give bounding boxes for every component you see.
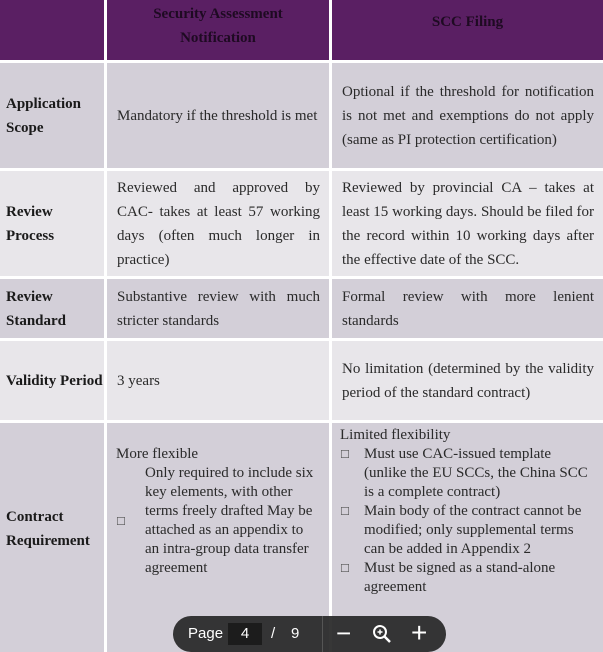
cell-text: Formal review with more lenient standard… [332,279,603,338]
row-label: Review Process [0,171,104,276]
cell-intro: Limited flexibility [340,427,451,443]
cell-text: More flexible ☐ Only required to include… [107,423,329,652]
checkbox-bullet-icon: ☐ [116,514,126,528]
row-label: Validity Period [0,341,104,420]
cell-text: Substantive review with much stricter st… [117,288,320,329]
page-number-input[interactable]: 4 [228,623,262,645]
header-scc-filing: SCC Filing [332,0,603,60]
checkbox-bullet-icon: ☐ [340,562,350,575]
cell-text: No limitation (determined by the validit… [332,341,603,420]
cell-text: Limited flexibility ☐ Must use CAC-issued… [332,423,603,652]
bullet-text: Only required to include six key element… [145,465,314,576]
cell-text: Mandatory if the threshold is met [117,107,318,124]
bullet-item: ☐ Only required to include six key eleme… [116,464,321,578]
row-label: Contract Requirement [0,423,104,652]
pdf-page-toolbar: Page 4 / 9 − + [173,616,446,652]
cell-text: 3 years [107,341,329,420]
cell-text: Reviewed and approved by CAC- takes at l… [117,179,320,268]
row-label: Application Scope [0,63,104,168]
cell-text: Formal review with more lenient standard… [342,288,594,329]
header-text: SCC Filing [431,14,504,30]
cell-text: Substantive review with much stricter st… [107,279,329,338]
cell-text: Reviewed by provincial CA – takes at lea… [332,171,603,276]
cell-text: Mandatory if the threshold is met [107,63,329,168]
bullet-text: Main body of the contract cannot be modi… [364,503,582,557]
bullet-text: Must be signed as a stand-alone agreemen… [364,560,556,595]
zoom-out-button[interactable]: − [336,618,352,648]
zoom-fit-icon[interactable] [371,623,393,645]
checkbox-bullet-icon: ☐ [340,505,350,518]
header-security-assessment: Security Assessment Notification [107,0,329,60]
cell-text: Optional if the threshold for notificati… [332,63,603,168]
cell-text: Reviewed by provincial CA – takes at lea… [342,179,594,268]
zoom-in-button[interactable]: + [411,617,428,648]
checkbox-bullet-icon: ☐ [340,448,350,461]
bullet-item: ☐ Main body of the contract cannot be mod… [340,502,597,559]
page-label: Page [188,625,224,642]
total-pages: 9 [291,625,300,642]
page-separator: / [271,625,276,642]
cell-text: Reviewed and approved by CAC- takes at l… [107,171,329,276]
cell-text: 3 years [117,372,160,389]
cell-text: No limitation (determined by the validit… [342,360,594,401]
row-label: Review Standard [0,279,104,338]
bullet-item: ☐ Must use CAC-issued template (unlike th… [340,445,597,502]
cell-text: Optional if the threshold for notificati… [342,83,594,148]
cell-intro: More flexible [116,446,199,462]
bullet-text: Must use CAC-issued template (unlike the… [364,446,588,500]
header-text: Security Assessment Notification [153,6,283,46]
header-empty [0,0,104,60]
bullet-item: ☐ Must be signed as a stand-alone agreeme… [340,559,597,597]
toolbar-divider [322,616,323,652]
